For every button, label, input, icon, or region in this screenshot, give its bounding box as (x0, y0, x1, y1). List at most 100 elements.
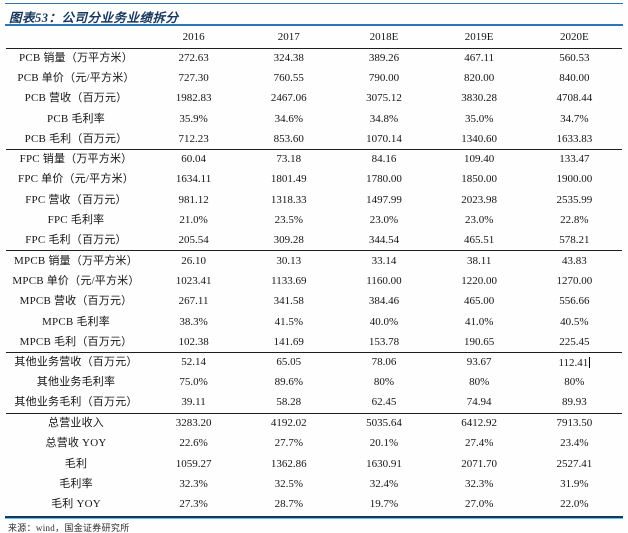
value-cell: 5035.64 (366, 417, 402, 430)
table-row: FPC 营收（百万元） 981.12 1318.33 1497.99 2023.98 25… (6, 190, 622, 210)
value-cell: 34.8% (369, 112, 399, 125)
row-label: 其他业务营收（百万元） (14, 356, 138, 369)
value-cell: 2527.41 (556, 457, 593, 470)
table-row: MPCB 毛利率 38.3% 41.5% 40.0% 41.0% 40.5% (6, 312, 622, 332)
fpc-section: FPC 销量（万平方米） 60.04 73.18 84.16 109.40 133.47 F… (6, 149, 622, 251)
value-cell: 35.0% (464, 112, 494, 125)
row-label: MPCB 毛利（百万元） (19, 335, 133, 348)
value-cell: 4708.44 (556, 92, 593, 105)
value-cell: 3075.12 (366, 92, 402, 105)
value-cell: 38.11 (466, 254, 492, 267)
value-cell: 840.00 (559, 71, 590, 84)
value-cell: 389.26 (368, 51, 400, 64)
value-cell: 80% (469, 376, 490, 389)
value-cell: 1070.14 (366, 132, 402, 145)
value-cell: 80% (564, 376, 585, 389)
table-row: PCB 毛利（百万元） 712.23 853.60 1070.14 1340.60 163… (6, 129, 622, 149)
corner-cell (6, 28, 146, 48)
value-cell: 1318.33 (270, 193, 307, 206)
value-cell: 32.3% (464, 477, 494, 490)
table-row: FPC 毛利（百万元） 205.54 309.28 344.54 465.51 578.2… (6, 231, 622, 251)
value-cell: 1850.00 (461, 173, 498, 186)
value-cell: 40.5% (560, 315, 589, 328)
value-cell: 560.53 (559, 51, 590, 64)
row-label: PCB 毛利（百万元） (24, 132, 128, 145)
value-cell: 1362.86 (270, 457, 307, 470)
row-label: 毛利 (64, 457, 88, 470)
column-header-2017: 2017 (277, 31, 300, 44)
value-cell: 26.10 (181, 254, 206, 267)
value-cell: 1160.00 (366, 274, 402, 287)
value-cell: 35.9% (179, 112, 208, 125)
table-row: 总营业收入 3283.20 4192.02 5035.64 6412.92 7913.50 (6, 413, 622, 433)
value-cell: 32.3% (179, 477, 208, 490)
value-cell: 981.12 (178, 193, 209, 206)
value-cell: 33.14 (371, 254, 397, 267)
column-header-2019e: 2019E (464, 31, 494, 44)
value-cell: 1630.91 (366, 457, 402, 470)
row-label: 其他业务毛利率 (36, 376, 116, 389)
value-cell: 27.4% (464, 437, 494, 450)
value-cell: 1633.83 (556, 132, 593, 145)
row-label: FPC 销量（万平方米） (19, 153, 133, 166)
row-label: PCB 单价（元/平方米） (17, 71, 135, 84)
value-cell: 2467.06 (270, 92, 307, 105)
column-header-2016: 2016 (182, 31, 205, 44)
value-cell: 1270.00 (556, 274, 593, 287)
value-cell: 309.28 (273, 234, 304, 247)
value-cell: 3830.28 (461, 92, 498, 105)
value-cell: 65.05 (276, 356, 302, 369)
value-cell: 205.54 (178, 234, 209, 247)
value-cell: 41.0% (464, 315, 494, 328)
table-row: 毛利 YOY 27.3% 28.7% 19.7% 27.0% 22.0% (6, 495, 622, 515)
value-cell: 465.00 (464, 295, 495, 308)
value-cell: 40.0% (369, 315, 399, 328)
value-cell: 23.4% (560, 437, 589, 450)
value-cell: 153.78 (368, 335, 400, 348)
value-cell: 556.66 (559, 295, 590, 308)
value-cell: 34.6% (274, 112, 303, 125)
value-cell: 1780.00 (366, 173, 402, 186)
value-cell: 78.06 (371, 356, 397, 369)
row-label: 总营收 YOY (45, 437, 107, 450)
value-cell: 190.65 (464, 335, 495, 348)
value-cell: 2535.99 (556, 193, 593, 206)
row-label: MPCB 毛利率 (42, 315, 110, 328)
other-business-section: 其他业务营收（百万元） 52.14 65.05 78.06 93.67 112.41 其他业… (6, 352, 622, 414)
table-header: 2016 2017 2018E 2019E 2020E (6, 28, 622, 48)
value-cell: 22.0% (560, 498, 589, 511)
pcb-section: PCB 销量（万平方米） 272.63 324.38 389.26 467.11 560.… (6, 48, 622, 150)
value-cell: 133.47 (559, 153, 590, 166)
table-row: 其他业务营收（百万元） 52.14 65.05 78.06 93.67 112.41 (6, 352, 622, 372)
value-cell: 23.0% (369, 214, 399, 227)
value-cell: 58.28 (276, 396, 302, 409)
value-cell: 89.93 (562, 396, 587, 409)
bottom-rule-dark (5, 516, 623, 518)
row-label: PCB 营收（百万元） (24, 92, 128, 105)
total-section: 总营业收入 3283.20 4192.02 5035.64 6412.92 7913.50… (6, 413, 622, 514)
value-cell: 52.14 (181, 356, 206, 369)
value-cell: 7913.50 (556, 417, 593, 430)
value-cell: 384.46 (368, 295, 400, 308)
row-label: 总营业收入 (48, 417, 104, 430)
table-row: FPC 销量（万平方米） 60.04 73.18 84.16 109.40 133.47 (6, 149, 622, 169)
table-row: 其他业务毛利率 75.0% 89.6% 80% 80% 80% (6, 373, 622, 393)
source-note: 来源：wind，国金证券研究所 (8, 523, 130, 533)
row-label: MPCB 营收（百万元） (19, 295, 133, 308)
value-cell: 19.7% (369, 498, 399, 511)
value-cell: 3283.20 (175, 417, 212, 430)
value-cell: 1059.27 (175, 457, 212, 470)
value-cell: 62.45 (371, 396, 397, 409)
table-row: MPCB 单价（元/平方米） 1023.41 1133.69 1160.00 1220.… (6, 271, 622, 291)
table-row: MPCB 营收（百万元） 267.11 341.58 384.46 465.00 556.… (6, 292, 622, 312)
value-cell: 324.38 (273, 51, 304, 64)
value-cell: 267.11 (178, 295, 209, 308)
value-cell: 27.0% (464, 498, 494, 511)
value-cell: 93.67 (466, 356, 492, 369)
value-cell: 23.0% (464, 214, 494, 227)
value-cell: 73.18 (276, 153, 302, 166)
value-cell: 820.00 (464, 71, 495, 84)
value-cell: 467.11 (464, 51, 495, 64)
table-row: 毛利率 32.3% 32.5% 32.4% 32.3% 31.9% (6, 474, 622, 494)
